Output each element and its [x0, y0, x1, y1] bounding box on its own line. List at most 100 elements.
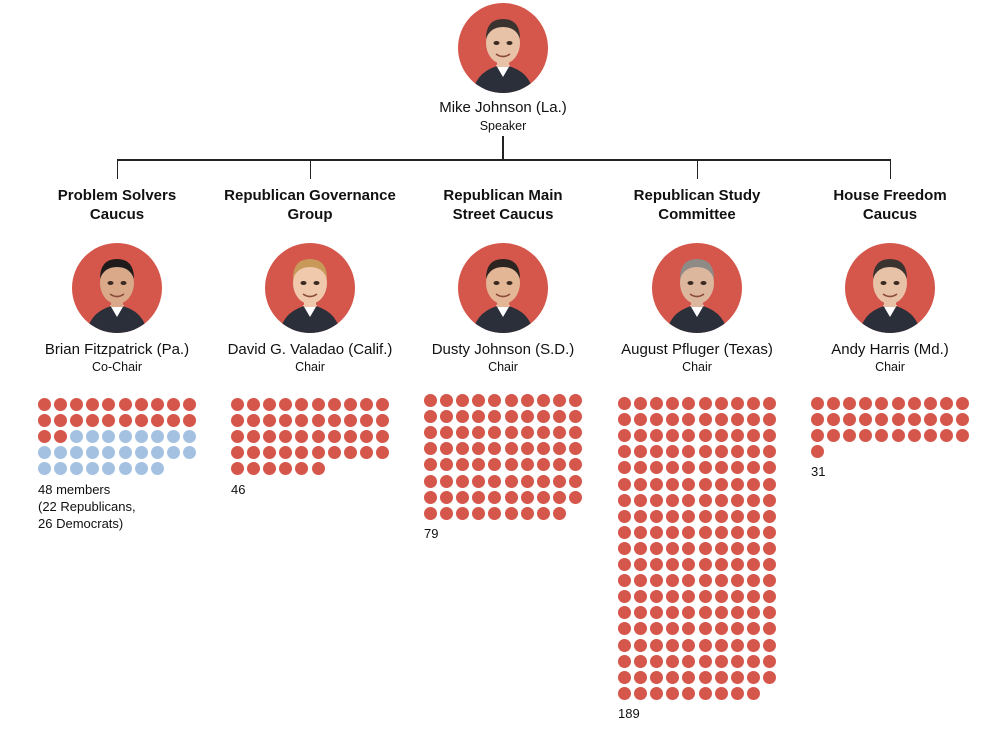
republican-member-dot [536, 458, 550, 472]
republican-member-dot [102, 398, 116, 411]
republican-member-dot [520, 458, 534, 472]
republican-member-dot [746, 622, 760, 636]
republican-member-dot [730, 558, 744, 571]
republican-member-dot [762, 541, 776, 555]
republican-member-dot [811, 429, 824, 443]
republican-member-dot [520, 410, 534, 424]
republican-member-dot [520, 490, 534, 504]
republican-member-dot [730, 654, 744, 668]
republican-member-dot [698, 397, 712, 410]
republican-member-dot [568, 394, 582, 407]
republican-member-dot [698, 541, 712, 555]
republican-member-dot [714, 445, 728, 459]
republican-member-dot [682, 638, 696, 652]
republican-member-dot [568, 458, 582, 472]
republican-member-dot [327, 430, 341, 444]
republican-member-dot [634, 670, 648, 684]
republican-member-dot [746, 445, 760, 459]
republican-member-dot [520, 474, 534, 488]
republican-member-dot [746, 509, 760, 523]
republican-member-dot [488, 458, 502, 472]
republican-member-dot [166, 398, 180, 411]
republican-member-dot [311, 430, 325, 444]
republican-member-dot [634, 413, 648, 427]
republican-member-dot [666, 493, 680, 507]
democrat-member-dot [54, 446, 68, 460]
republican-member-dot [102, 414, 116, 428]
republican-member-dot [762, 638, 776, 652]
republican-member-dot [650, 525, 664, 539]
republican-member-dot [488, 490, 502, 504]
republican-member-dot [618, 493, 631, 507]
republican-member-dot [456, 458, 470, 472]
republican-member-dot [440, 442, 454, 456]
republican-member-dot [618, 525, 631, 539]
republican-member-dot [634, 493, 648, 507]
republican-member-dot [263, 414, 277, 428]
republican-member-dot [634, 541, 648, 555]
republican-member-dot [472, 474, 486, 488]
republican-member-dot [231, 398, 244, 411]
leader-name: David G. Valadao (Calif.) [227, 341, 393, 358]
democrat-member-dot [70, 462, 84, 476]
leader-avatar [845, 243, 935, 333]
republican-member-dot [923, 429, 937, 443]
republican-member-dot [682, 558, 696, 571]
republican-member-dot [650, 670, 664, 684]
republican-member-dot [682, 670, 696, 684]
democrat-member-dot [54, 462, 68, 476]
republican-member-dot [263, 446, 277, 460]
republican-member-dot [504, 474, 518, 488]
republican-member-dot [38, 398, 51, 411]
republican-member-dot [279, 430, 293, 444]
republican-member-dot [552, 442, 566, 456]
republican-member-dot [504, 394, 518, 407]
republican-member-dot [730, 686, 744, 700]
republican-member-dot [714, 429, 728, 443]
republican-member-dot [730, 397, 744, 410]
leader-name: Andy Harris (Md.) [831, 341, 949, 358]
republican-member-dot [38, 430, 51, 444]
republican-member-dot [762, 558, 776, 571]
republican-member-dot [634, 397, 648, 410]
republican-member-dot [472, 458, 486, 472]
republican-member-dot [682, 509, 696, 523]
republican-member-dot [295, 446, 309, 460]
republican-member-dot [504, 410, 518, 424]
caucus-title: Republican Main Street Caucus [443, 187, 563, 223]
republican-member-dot [682, 686, 696, 700]
republican-member-dot [343, 414, 357, 428]
democrat-member-dot [150, 430, 164, 444]
democrat-member-dot [134, 446, 148, 460]
republican-member-dot [327, 398, 341, 411]
democrat-member-dot [70, 446, 84, 460]
republican-member-dot [666, 590, 680, 604]
republican-member-dot [536, 442, 550, 456]
republican-member-dot [827, 413, 841, 427]
republican-member-dot [730, 477, 744, 491]
republican-member-dot [327, 414, 341, 428]
republican-member-dot [150, 398, 164, 411]
republican-member-dot [811, 445, 824, 459]
republican-member-dot [714, 413, 728, 427]
republican-member-dot [714, 670, 728, 684]
republican-member-dot [746, 590, 760, 604]
republican-member-dot [568, 410, 582, 424]
republican-member-dot [698, 686, 712, 700]
republican-member-dot [634, 477, 648, 491]
republican-member-dot [618, 590, 631, 604]
republican-member-dot [650, 477, 664, 491]
republican-member-dot [424, 426, 437, 440]
republican-member-dot [682, 493, 696, 507]
republican-member-dot [843, 429, 857, 443]
republican-member-dot [762, 509, 776, 523]
republican-member-dot [907, 429, 921, 443]
republican-member-dot [682, 574, 696, 588]
republican-member-dot [650, 574, 664, 588]
democrat-member-dot [102, 462, 116, 476]
republican-member-dot [730, 590, 744, 604]
republican-member-dot [730, 670, 744, 684]
member-count-label: 31 [811, 464, 826, 480]
republican-member-dot [698, 413, 712, 427]
republican-member-dot [520, 426, 534, 440]
